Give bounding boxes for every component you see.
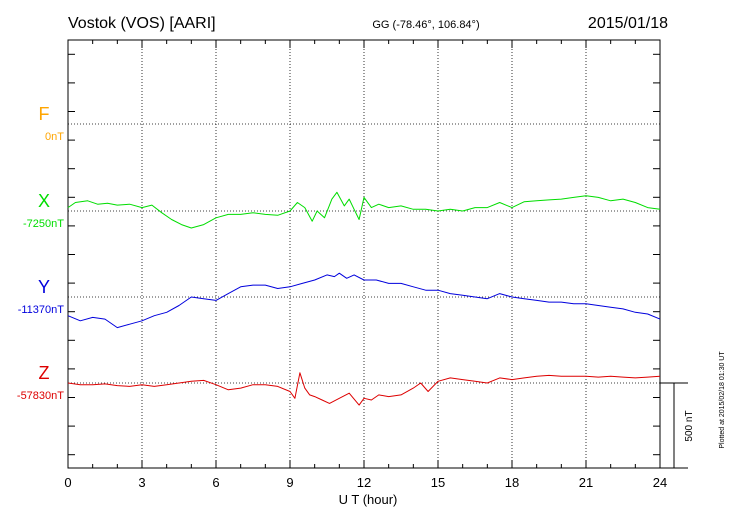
station-coordinates: GG (-78.46°, 106.84°) [372,19,479,31]
baseline-label-x: -7250nT [23,218,64,230]
axis-ticks [67,40,661,468]
series-z-line [67,372,661,406]
scale-bar-label: 500 nT [684,410,695,441]
x-tick-label: 6 [212,475,219,490]
baseline-label-f: 0nT [45,131,64,143]
component-label-f: F [39,104,50,124]
series-x-line [67,191,661,229]
component-label-y: Y [38,277,50,297]
scale-bar [660,382,688,469]
series-lines [67,191,661,406]
x-tick-label: 3 [138,475,145,490]
x-tick-label: 9 [286,475,293,490]
x-axis-title: U T (hour) [339,492,398,507]
plotted-timestamp: Plotted at 2015/02/18 01:30 UT [719,351,726,449]
series-y-line [67,272,661,329]
x-tick-label: 15 [431,475,445,490]
component-label-x: X [38,191,50,211]
component-label-z: Z [39,363,50,383]
station-title: Vostok (VOS) [AARI] [68,15,216,32]
baseline-label-y: -11370nT [18,304,65,316]
plot-date: 2015/01/18 [588,15,668,32]
x-tick-label: 24 [653,475,667,490]
x-tick-label: 12 [357,475,371,490]
x-tick-labels: 0 3 6 9 12 15 18 21 24 [64,475,667,490]
x-tick-label: 18 [505,475,519,490]
baseline-label-z: -57830nT [17,390,64,402]
component-labels: F 0nT X -7250nT Y -11370nT Z -57830nT [17,104,64,402]
x-tick-label: 0 [64,475,71,490]
x-tick-label: 21 [579,475,593,490]
grid-lines [68,40,660,468]
